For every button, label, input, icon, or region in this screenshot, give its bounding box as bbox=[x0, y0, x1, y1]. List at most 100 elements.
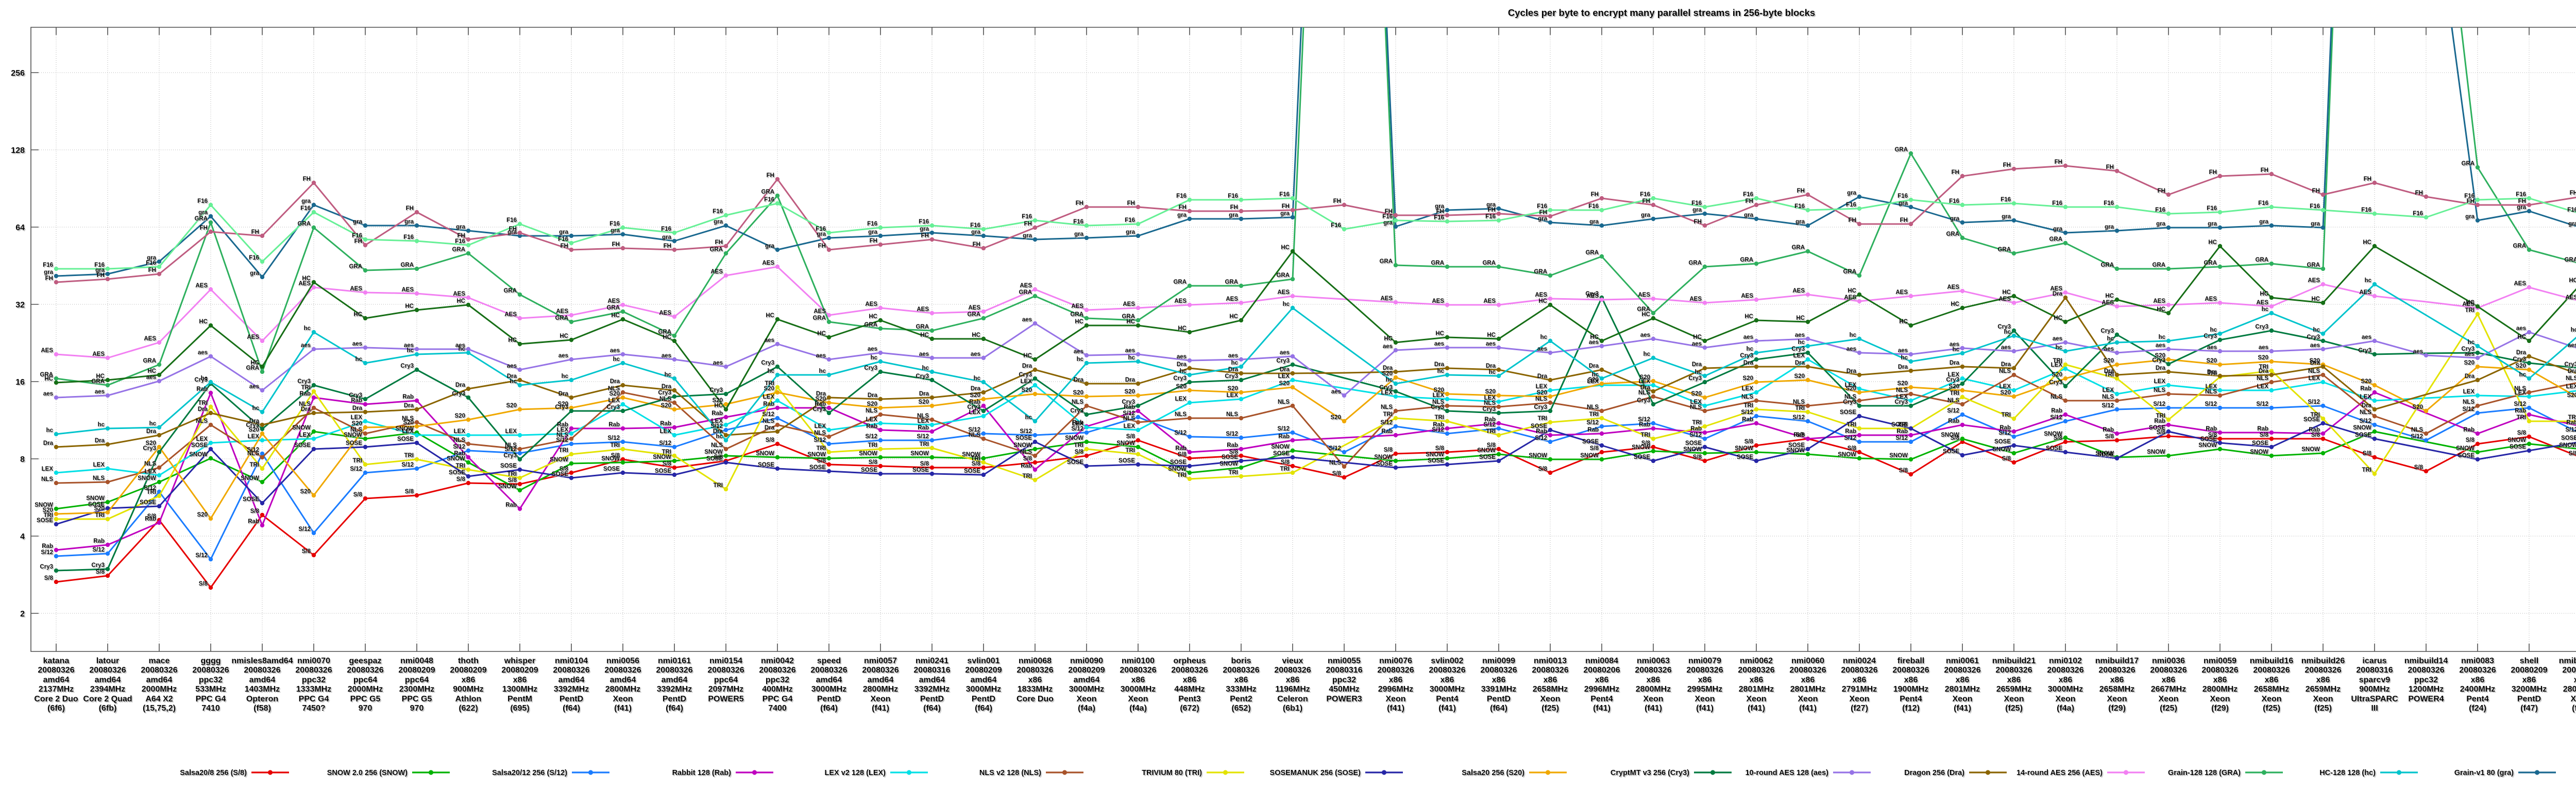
svg-text:gra: gra bbox=[817, 231, 826, 237]
svg-text:Dra: Dra bbox=[2053, 291, 2063, 297]
svg-text:LEX: LEX bbox=[866, 417, 878, 423]
svg-text:TRI: TRI bbox=[1898, 422, 1908, 428]
svg-text:LEX: LEX bbox=[299, 432, 311, 438]
svg-text:533MHz: 533MHz bbox=[195, 685, 226, 694]
svg-text:Cry3: Cry3 bbox=[761, 360, 774, 366]
svg-text:S20: S20 bbox=[1279, 381, 1290, 387]
svg-text:x86: x86 bbox=[1183, 676, 1197, 684]
svg-text:AES: AES bbox=[1020, 283, 1032, 289]
svg-text:F16: F16 bbox=[403, 234, 414, 240]
svg-text:FH: FH bbox=[2261, 167, 2268, 174]
svg-text:AES: AES bbox=[659, 310, 671, 316]
svg-text:UltraSPARC: UltraSPARC bbox=[2351, 695, 2398, 703]
svg-text:S20: S20 bbox=[1691, 391, 1702, 397]
svg-text:LEX: LEX bbox=[1175, 396, 1187, 402]
svg-text:nmi0062: nmi0062 bbox=[1740, 657, 1773, 665]
svg-text:TRI: TRI bbox=[1486, 428, 1496, 435]
svg-text:Rab: Rab bbox=[145, 516, 156, 522]
svg-text:aes: aes bbox=[455, 342, 465, 349]
svg-text:TRI: TRI bbox=[1692, 420, 1702, 426]
svg-text:GRA: GRA bbox=[1122, 314, 1135, 320]
svg-text:20080326: 20080326 bbox=[2459, 666, 2496, 675]
svg-text:GRA: GRA bbox=[1843, 269, 1856, 275]
svg-text:HC: HC bbox=[663, 334, 671, 340]
svg-text:ppc64: ppc64 bbox=[714, 676, 738, 684]
svg-text:Rab: Rab bbox=[351, 398, 362, 404]
svg-text:Xeon: Xeon bbox=[2004, 695, 2024, 703]
svg-text:nmibuild14: nmibuild14 bbox=[2404, 657, 2448, 665]
svg-text:NLS: NLS bbox=[505, 442, 517, 449]
svg-text:gra: gra bbox=[2053, 226, 2063, 232]
svg-text:TRI: TRI bbox=[1022, 473, 1032, 479]
svg-text:hc: hc bbox=[1128, 355, 1136, 361]
svg-text:SNOW: SNOW bbox=[447, 456, 465, 462]
svg-text:LEX: LEX bbox=[2309, 375, 2320, 382]
svg-text:gra: gra bbox=[2311, 221, 2320, 227]
svg-text:SOSE: SOSE bbox=[1273, 451, 1290, 457]
svg-text:NLS: NLS bbox=[247, 451, 259, 457]
svg-text:2791MHz: 2791MHz bbox=[1842, 685, 1877, 694]
svg-text:FH: FH bbox=[2415, 190, 2423, 196]
svg-text:gra: gra bbox=[1023, 233, 1032, 239]
svg-text:hc: hc bbox=[1747, 346, 1754, 352]
svg-text:F16: F16 bbox=[970, 222, 980, 229]
svg-text:gra: gra bbox=[1435, 203, 1445, 210]
svg-text:TRI: TRI bbox=[1434, 415, 1444, 421]
svg-text:NLS: NLS bbox=[1226, 411, 1238, 418]
svg-text:NLS: NLS bbox=[1947, 398, 1959, 404]
svg-text:gra: gra bbox=[198, 210, 208, 216]
svg-text:448MHz: 448MHz bbox=[1174, 685, 1205, 694]
svg-text:Dra: Dra bbox=[2362, 403, 2372, 409]
svg-text:NLS: NLS bbox=[2514, 386, 2526, 392]
svg-text:SOSE: SOSE bbox=[397, 436, 414, 442]
svg-text:aes: aes bbox=[1589, 339, 1599, 346]
svg-text:NLS: NLS bbox=[1535, 396, 1547, 402]
svg-text:S/8: S/8 bbox=[2105, 434, 2114, 440]
svg-text:S/8: S/8 bbox=[508, 477, 517, 484]
svg-text:SNOW: SNOW bbox=[35, 502, 53, 508]
svg-text:F16: F16 bbox=[2464, 193, 2475, 199]
svg-text:FH: FH bbox=[354, 238, 362, 245]
svg-text:SOSE: SOSE bbox=[500, 463, 517, 469]
svg-text:FH: FH bbox=[870, 238, 877, 244]
svg-text:S/8: S/8 bbox=[1281, 459, 1290, 466]
svg-text:NLS: NLS bbox=[41, 476, 53, 483]
svg-text:LEX: LEX bbox=[1793, 353, 1805, 359]
svg-text:Pent2: Pent2 bbox=[1230, 695, 1252, 703]
svg-text:LEX: LEX bbox=[1999, 384, 2011, 390]
svg-text:Xeon: Xeon bbox=[1952, 695, 1972, 703]
svg-text:NLS: NLS bbox=[1896, 387, 1908, 393]
svg-text:NLS: NLS bbox=[350, 427, 362, 433]
svg-text:20080326: 20080326 bbox=[244, 666, 280, 675]
svg-text:Cry3: Cry3 bbox=[1019, 372, 1032, 378]
svg-text:S/8: S/8 bbox=[972, 461, 981, 467]
svg-text:Rab: Rab bbox=[660, 421, 671, 427]
svg-text:nmi0241: nmi0241 bbox=[916, 657, 948, 665]
svg-text:Cry3: Cry3 bbox=[1585, 291, 1599, 297]
svg-text:nmi0063: nmi0063 bbox=[1637, 657, 1670, 665]
svg-text:FH: FH bbox=[1488, 207, 1496, 213]
svg-text:(f41): (f41) bbox=[1387, 704, 1404, 713]
svg-text:HC: HC bbox=[1281, 245, 1290, 251]
svg-text:F16: F16 bbox=[2361, 207, 2371, 213]
svg-text:S/8: S/8 bbox=[2054, 435, 2063, 441]
svg-text:S/12: S/12 bbox=[247, 447, 259, 453]
svg-text:HC: HC bbox=[920, 332, 929, 338]
svg-text:Xeon: Xeon bbox=[2107, 695, 2127, 703]
svg-text:F16: F16 bbox=[1691, 200, 1702, 207]
svg-text:NLS: NLS bbox=[1020, 449, 1032, 455]
svg-text:AES: AES bbox=[710, 269, 723, 275]
svg-text:2659MHz: 2659MHz bbox=[2306, 685, 2341, 694]
svg-text:hc: hc bbox=[1489, 369, 1496, 375]
svg-text:3200MHz: 3200MHz bbox=[2512, 685, 2547, 694]
svg-text:AES: AES bbox=[1741, 293, 1753, 299]
svg-text:LEX: LEX bbox=[196, 436, 208, 442]
svg-text:S/12: S/12 bbox=[1741, 409, 1753, 416]
svg-text:2: 2 bbox=[20, 610, 25, 618]
svg-text:gra: gra bbox=[1589, 219, 1599, 225]
svg-text:S20: S20 bbox=[2516, 363, 2526, 369]
svg-text:TRI: TRI bbox=[1795, 405, 1805, 411]
svg-text:GRA: GRA bbox=[916, 324, 929, 330]
svg-text:hc: hc bbox=[1850, 332, 1857, 338]
svg-text:GRA: GRA bbox=[967, 312, 980, 318]
